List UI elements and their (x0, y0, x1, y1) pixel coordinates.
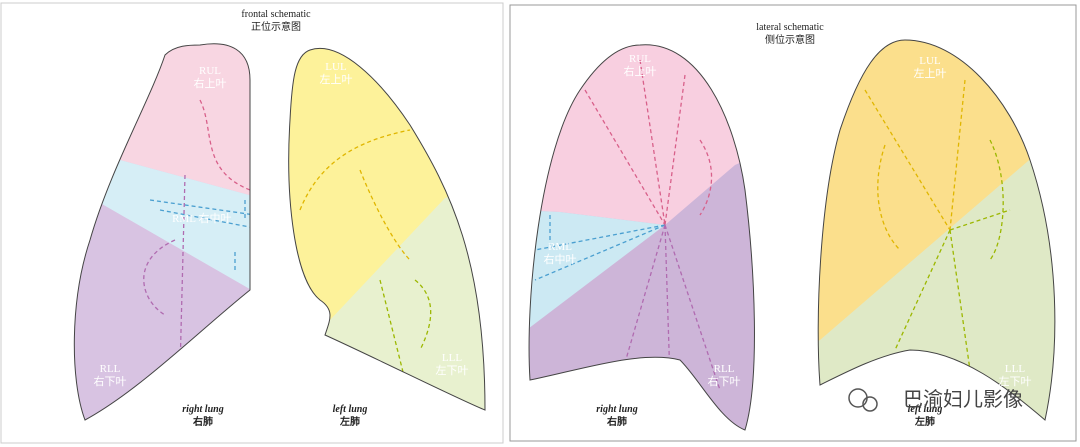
watermark-text: 巴渝妇儿影像 (903, 387, 1023, 411)
lung-name: 左肺 (339, 415, 360, 428)
lung-label: right lung (596, 404, 637, 415)
panel-title: frontal schematic (241, 9, 311, 20)
frontal-right-lung (74, 43, 251, 421)
lobe-code: LUL (325, 61, 347, 73)
lobe-code: RUL (199, 65, 221, 77)
lobe-code: RML (548, 241, 572, 253)
lobe-name: 左上叶 (914, 67, 947, 80)
lung-name: 左肺 (914, 415, 935, 428)
lung-label: left lung (908, 404, 943, 415)
lobe-name: 左下叶 (436, 364, 469, 377)
lobe-code: LLL (1005, 363, 1025, 375)
lobe-code: RLL (714, 363, 735, 375)
lobe-name: 右上叶 (624, 64, 657, 78)
panel-title: lateral schematic (756, 22, 824, 33)
lobe-name: 右下叶 (94, 374, 127, 388)
lobe-code: RLL (100, 363, 121, 375)
lung-label: right lung (182, 404, 223, 415)
lobe-code: LUL (919, 55, 941, 67)
lung-name: 右肺 (192, 415, 213, 428)
lung-label: left lung (333, 404, 368, 415)
lobe-code: RML (172, 213, 196, 225)
lobe-code: LLL (442, 352, 462, 364)
panel-subtitle: 侧位示意图 (765, 33, 815, 46)
panel-frame (509, 4, 1077, 442)
panel-frame (0, 2, 504, 444)
lobe-name: 右中叶 (544, 252, 577, 266)
panel-subtitle: 正位示意图 (251, 20, 301, 33)
watermark: 巴渝妇儿影像 (848, 387, 1023, 412)
lobe-code: RUL (629, 53, 651, 65)
lobe-name: 右下叶 (708, 374, 741, 388)
lobe-name: 右中叶 (199, 211, 232, 225)
lobe-name: 左上叶 (320, 73, 353, 86)
lung-name: 右肺 (606, 415, 627, 428)
lobe-name: 右上叶 (194, 76, 227, 90)
lobe-name: 左下叶 (999, 375, 1032, 388)
